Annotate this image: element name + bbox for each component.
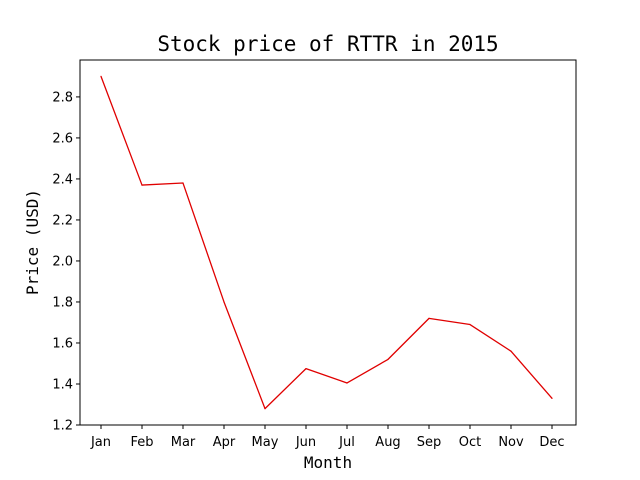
y-tick-label: 2.0 bbox=[52, 254, 73, 269]
x-tick-label: Jul bbox=[338, 435, 355, 450]
data-point-oct bbox=[469, 323, 471, 326]
x-tick-label: Dec bbox=[539, 435, 564, 450]
data-point-sep bbox=[428, 317, 430, 319]
y-axis: 1.2 1.4 1.6 1.8 2.0 2.2 2.4 2.6 2.8 bbox=[52, 90, 80, 434]
data-point-jun bbox=[305, 368, 307, 370]
x-tick-label: Jan bbox=[90, 435, 111, 450]
series-line bbox=[100, 76, 553, 410]
x-tick-label: Apr bbox=[213, 435, 236, 450]
x-tick-label: Aug bbox=[375, 435, 400, 450]
x-tick-label: Jun bbox=[295, 435, 316, 450]
y-tick-label: 2.4 bbox=[52, 172, 73, 187]
data-point-jul bbox=[346, 382, 348, 384]
x-axis: Jan Feb Mar Apr May Jun Jul Aug Sep Oct Nov Dec bbox=[90, 425, 565, 450]
x-tick-label: Sep bbox=[417, 435, 442, 450]
data-point-jan bbox=[100, 75, 102, 78]
x-tick-label: May bbox=[252, 435, 279, 450]
data-point-may bbox=[264, 407, 266, 410]
plot-area bbox=[100, 75, 553, 410]
data-point-dec bbox=[551, 397, 553, 399]
y-tick-label: 1.6 bbox=[52, 336, 73, 351]
data-point-aug bbox=[387, 358, 389, 360]
y-tick-label: 1.4 bbox=[52, 377, 73, 392]
data-point-nov bbox=[510, 350, 512, 352]
data-point-apr bbox=[223, 301, 225, 303]
axes-frame bbox=[79, 59, 577, 426]
y-tick-label: 2.6 bbox=[52, 131, 73, 146]
chart-title: Stock price of RTTR in 2015 bbox=[157, 32, 498, 56]
data-point-feb bbox=[141, 184, 143, 186]
x-tick-label: Nov bbox=[498, 435, 524, 450]
x-tick-label: Oct bbox=[459, 435, 481, 450]
y-tick-label: 1.2 bbox=[52, 419, 73, 434]
x-axis-label: Month bbox=[304, 453, 352, 472]
y-axis-label: Price (USD) bbox=[23, 189, 42, 295]
y-tick-label: 2.8 bbox=[52, 90, 73, 105]
y-tick-label: 2.2 bbox=[52, 213, 73, 228]
x-tick-label: Feb bbox=[130, 435, 153, 450]
x-tick-label: Mar bbox=[171, 435, 196, 450]
y-tick-label: 1.8 bbox=[52, 295, 73, 310]
data-point-mar bbox=[182, 182, 184, 184]
